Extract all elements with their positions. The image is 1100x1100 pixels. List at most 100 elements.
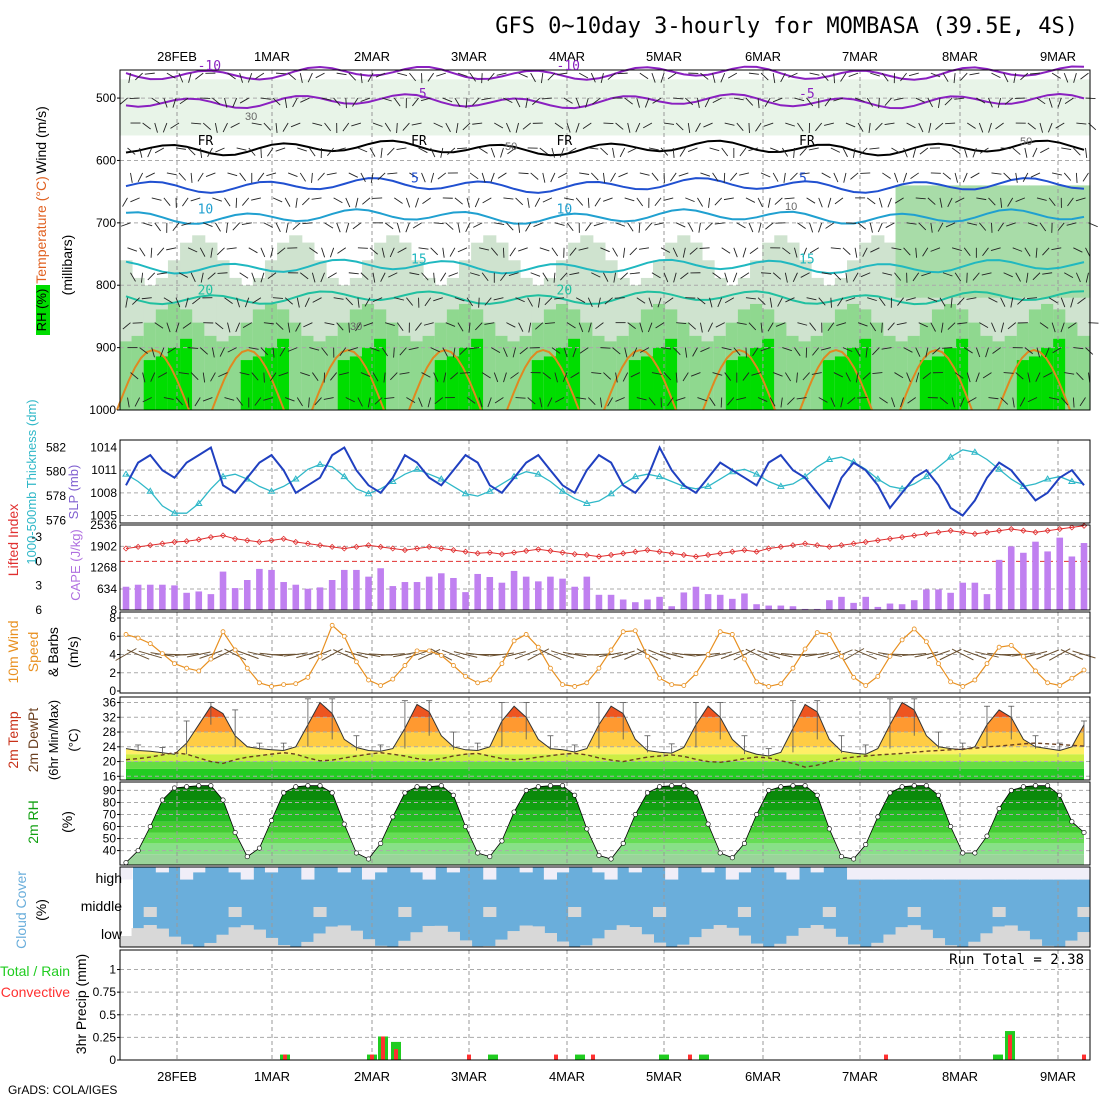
wind-barb <box>627 147 638 153</box>
wind-barb <box>988 397 999 400</box>
temperature-contour <box>125 258 1085 275</box>
wind-barb <box>385 322 395 327</box>
wind-barb <box>1052 172 1062 176</box>
wind-barb <box>612 247 618 257</box>
wind-barb <box>445 222 454 230</box>
wind-barb <box>935 122 944 130</box>
wind-barb <box>187 397 190 408</box>
cape-bar <box>1068 556 1076 610</box>
cape-bar <box>1056 537 1064 610</box>
wind-speed-point <box>887 653 893 659</box>
rh-point <box>1081 830 1087 836</box>
cape-bar <box>1044 551 1051 610</box>
wind-speed-point <box>499 661 505 667</box>
wind-barb <box>1004 97 1014 105</box>
wind-barb <box>142 372 146 383</box>
wind-barb <box>960 72 968 81</box>
rh-shade <box>750 79 764 136</box>
wind-barb <box>648 297 653 308</box>
wind-barb <box>959 397 965 407</box>
cloud-high <box>847 867 861 880</box>
cloud-middle <box>228 907 242 917</box>
wind-barb <box>357 247 368 249</box>
wind-barb <box>806 297 817 301</box>
wind-barb <box>321 648 343 661</box>
thickness-point <box>873 475 882 482</box>
rh-shade <box>980 185 994 298</box>
wind-barb <box>1036 97 1046 105</box>
wind-barb <box>724 372 732 381</box>
rh-point <box>584 826 590 832</box>
lifted-index-point <box>620 550 627 557</box>
lifted-index-point <box>923 530 930 537</box>
wind-barb <box>992 347 1001 354</box>
wind-barb <box>794 97 805 102</box>
cloud-low <box>944 945 958 947</box>
wind-barb <box>211 347 215 358</box>
wind-barb <box>748 147 759 152</box>
rh-point <box>778 784 784 790</box>
contour-label: 20 <box>198 284 214 299</box>
rh-point <box>220 797 226 803</box>
wind-barb <box>966 122 976 129</box>
rh-shade <box>628 360 642 410</box>
wind-barb <box>493 297 504 301</box>
wind-barb <box>187 147 196 156</box>
wind-barb <box>239 72 243 83</box>
wind-barb <box>381 247 385 258</box>
cloud-high <box>180 867 194 880</box>
lifted-index-point <box>559 549 566 556</box>
cloud-low <box>653 942 667 947</box>
wind-barb <box>600 347 611 349</box>
lifted-index-point <box>959 529 966 536</box>
cloud-low <box>264 937 279 947</box>
lifted-index-point <box>717 550 724 557</box>
wind-speed-point <box>584 680 590 686</box>
wind-barb <box>697 297 706 305</box>
wind-barb <box>433 222 444 225</box>
wind-barb <box>374 397 383 405</box>
rh-shade <box>604 79 618 136</box>
rh-shade <box>1065 322 1079 410</box>
rh-shade <box>592 79 606 136</box>
cape-tick: 8 <box>110 603 117 617</box>
wind-barb <box>396 222 401 233</box>
wind-barb <box>473 222 483 228</box>
wind-barb <box>802 372 810 381</box>
rh-shade <box>1004 185 1018 298</box>
wind-barb <box>793 653 818 656</box>
rh-shade <box>944 185 958 298</box>
wind-barb <box>369 347 380 352</box>
wind-barb <box>1075 172 1078 183</box>
rh-point <box>1045 783 1051 789</box>
wind-speed-point <box>159 651 165 656</box>
rh-point <box>463 824 469 830</box>
wind-barb <box>255 72 265 79</box>
rh-shade <box>131 335 145 410</box>
wind-barb <box>360 172 366 183</box>
wind-barb <box>465 652 490 657</box>
wind-barb <box>421 172 426 183</box>
wind-barb <box>682 247 686 258</box>
wind-barb <box>481 372 491 379</box>
rh-shade <box>689 79 703 136</box>
rh-point <box>875 814 881 820</box>
cape-bar <box>874 606 882 610</box>
wind-barb <box>745 197 756 203</box>
cape-bar <box>826 600 833 610</box>
wind-barb <box>748 322 757 331</box>
rh-point <box>608 856 614 862</box>
wind-barb <box>372 197 383 199</box>
wind-barb <box>953 73 956 84</box>
wind-barb <box>714 222 725 225</box>
wind-barb <box>1039 222 1047 232</box>
rh-point <box>147 824 153 830</box>
cape-bar <box>219 571 227 610</box>
wind-barb <box>154 147 165 154</box>
wind-speed-point <box>693 671 699 677</box>
wind-barb <box>733 347 741 356</box>
wind-barb <box>254 397 262 406</box>
wind-barb <box>248 247 258 254</box>
slp-tick: 1005 <box>90 508 117 522</box>
wind-barb <box>1035 372 1041 382</box>
